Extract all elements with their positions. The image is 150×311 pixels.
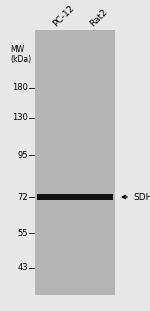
Text: 72: 72 (17, 193, 28, 202)
Text: 43: 43 (17, 263, 28, 272)
Text: PC-12: PC-12 (52, 3, 76, 28)
Text: 55: 55 (18, 229, 28, 238)
Text: MW
(kDa): MW (kDa) (10, 45, 31, 64)
Text: 130: 130 (12, 114, 28, 123)
Bar (37, 194, 113, 200)
Text: 180: 180 (12, 83, 28, 92)
Text: Rat2: Rat2 (89, 7, 110, 28)
Text: 95: 95 (18, 151, 28, 160)
Text: SDHA: SDHA (133, 193, 150, 202)
Bar (35, 30, 115, 295)
